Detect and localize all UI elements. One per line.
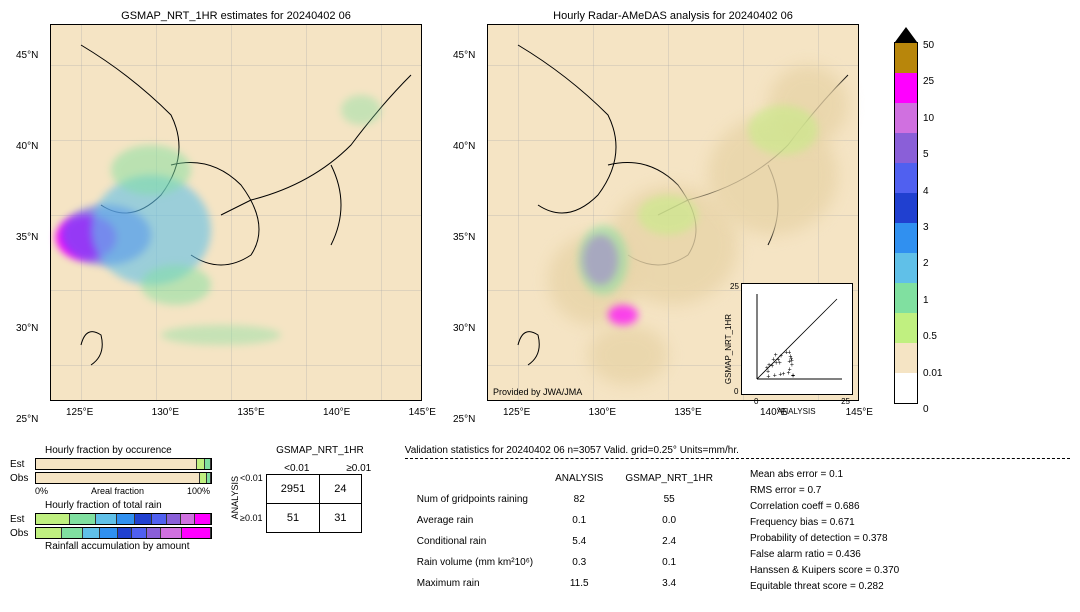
- inset-scatter: +++++++++++++++++++++++++ 25 0 0 25 ANAL…: [741, 283, 853, 395]
- cont-00: 2951: [266, 475, 319, 504]
- inset-xmax: 25: [841, 397, 850, 406]
- total-obs-bar: [35, 527, 212, 539]
- cont-title: GSMAP_NRT_1HR: [276, 445, 364, 456]
- contingency-section: GSMAP_NRT_1HR ANALYSIS <0.01 ≥0.01 <0.01…: [230, 445, 390, 595]
- fraction-section: Hourly fraction by occurence Est Obs 0% …: [10, 445, 215, 595]
- total-rain-title: Hourly fraction of total rain: [45, 500, 215, 511]
- inset-xlabel: ANALYSIS: [777, 407, 816, 416]
- obs-label: Obs: [10, 473, 35, 484]
- cont-11: 31: [320, 504, 361, 533]
- total-est-bar: [35, 513, 212, 525]
- cont-10: 51: [266, 504, 319, 533]
- svg-text:+: +: [778, 372, 782, 379]
- inset-ymin: 0: [734, 387, 738, 396]
- cont-ch-1: ≥0.01: [328, 463, 390, 474]
- radar-map: 45°N40°N35°N30°N25°N 125°E130°E135°E140°…: [487, 24, 859, 401]
- radar-title: Hourly Radar-AMeDAS analysis for 2024040…: [553, 10, 793, 22]
- axis-center: Areal fraction: [91, 486, 144, 496]
- occurrence-obs-bar: [35, 472, 212, 484]
- colorbar: [894, 42, 918, 404]
- cont-rh-0: <0.01: [240, 458, 263, 498]
- svg-text:+: +: [779, 353, 783, 360]
- radar-panel: Hourly Radar-AMeDAS analysis for 2024040…: [487, 10, 859, 415]
- cont-row-label: ANALYSIS: [230, 476, 240, 519]
- colorbar-arrow-icon: [895, 27, 917, 42]
- cont-table: 295124 5131: [266, 474, 362, 533]
- gsmap-y-axis: 45°N40°N35°N30°N25°N: [16, 25, 38, 450]
- radar-x-axis: 125°E130°E135°E140°E145°E: [488, 407, 888, 418]
- axis-right: 100%: [187, 486, 210, 496]
- validation-section: Validation statistics for 20240402 06 n=…: [405, 445, 1070, 595]
- est-label: Est: [10, 459, 35, 470]
- stats-row: Hourly fraction by occurence Est Obs 0% …: [10, 445, 1070, 595]
- svg-text:+: +: [766, 373, 770, 380]
- gsmap-x-axis: 125°E130°E135°E140°E145°E: [51, 407, 451, 418]
- cont-rh-1: ≥0.01: [240, 498, 263, 538]
- validation-table: ANALYSISGSMAP_NRT_1HRNum of gridpoints r…: [405, 467, 725, 595]
- cont-01: 24: [320, 475, 361, 504]
- colorbar-labels: 502510543210.50.010: [923, 40, 942, 415]
- colorbar-container: 502510543210.50.010: [894, 10, 942, 415]
- inset-xmin: 0: [754, 397, 758, 406]
- gsmap-panel: GSMAP_NRT_1HR estimates for 20240402 06 …: [50, 10, 422, 415]
- validation-header: Validation statistics for 20240402 06 n=…: [405, 445, 1070, 459]
- fraction-footer: Rainfall accumulation by amount: [45, 541, 215, 552]
- map-row: GSMAP_NRT_1HR estimates for 20240402 06 …: [10, 10, 1070, 415]
- figure-root: GSMAP_NRT_1HR estimates for 20240402 06 …: [10, 10, 1070, 595]
- gsmap-map: 45°N40°N35°N30°N25°N 125°E130°E135°E140°…: [50, 24, 422, 401]
- validation-metrics: Mean abs error = 0.1RMS error = 0.7Corre…: [750, 467, 899, 595]
- occurrence-est-bar: [35, 458, 212, 470]
- occurrence-title: Hourly fraction by occurence: [45, 445, 215, 456]
- svg-text:+: +: [773, 373, 777, 380]
- attribution-text: Provided by JWA/JMA: [493, 387, 582, 397]
- svg-text:+: +: [786, 370, 790, 377]
- gsmap-title: GSMAP_NRT_1HR estimates for 20240402 06: [121, 10, 351, 22]
- cont-ch-0: <0.01: [266, 463, 328, 474]
- svg-text:+: +: [774, 352, 778, 359]
- inset-ylabel: GSMAP_NRT_1HR: [724, 314, 733, 384]
- svg-text:+: +: [770, 363, 774, 370]
- svg-text:+: +: [778, 360, 782, 367]
- svg-text:+: +: [791, 373, 795, 380]
- inset-ymax: 25: [730, 282, 739, 291]
- axis-left: 0%: [35, 486, 48, 496]
- radar-y-axis: 45°N40°N35°N30°N25°N: [453, 25, 475, 450]
- svg-text:+: +: [789, 356, 793, 363]
